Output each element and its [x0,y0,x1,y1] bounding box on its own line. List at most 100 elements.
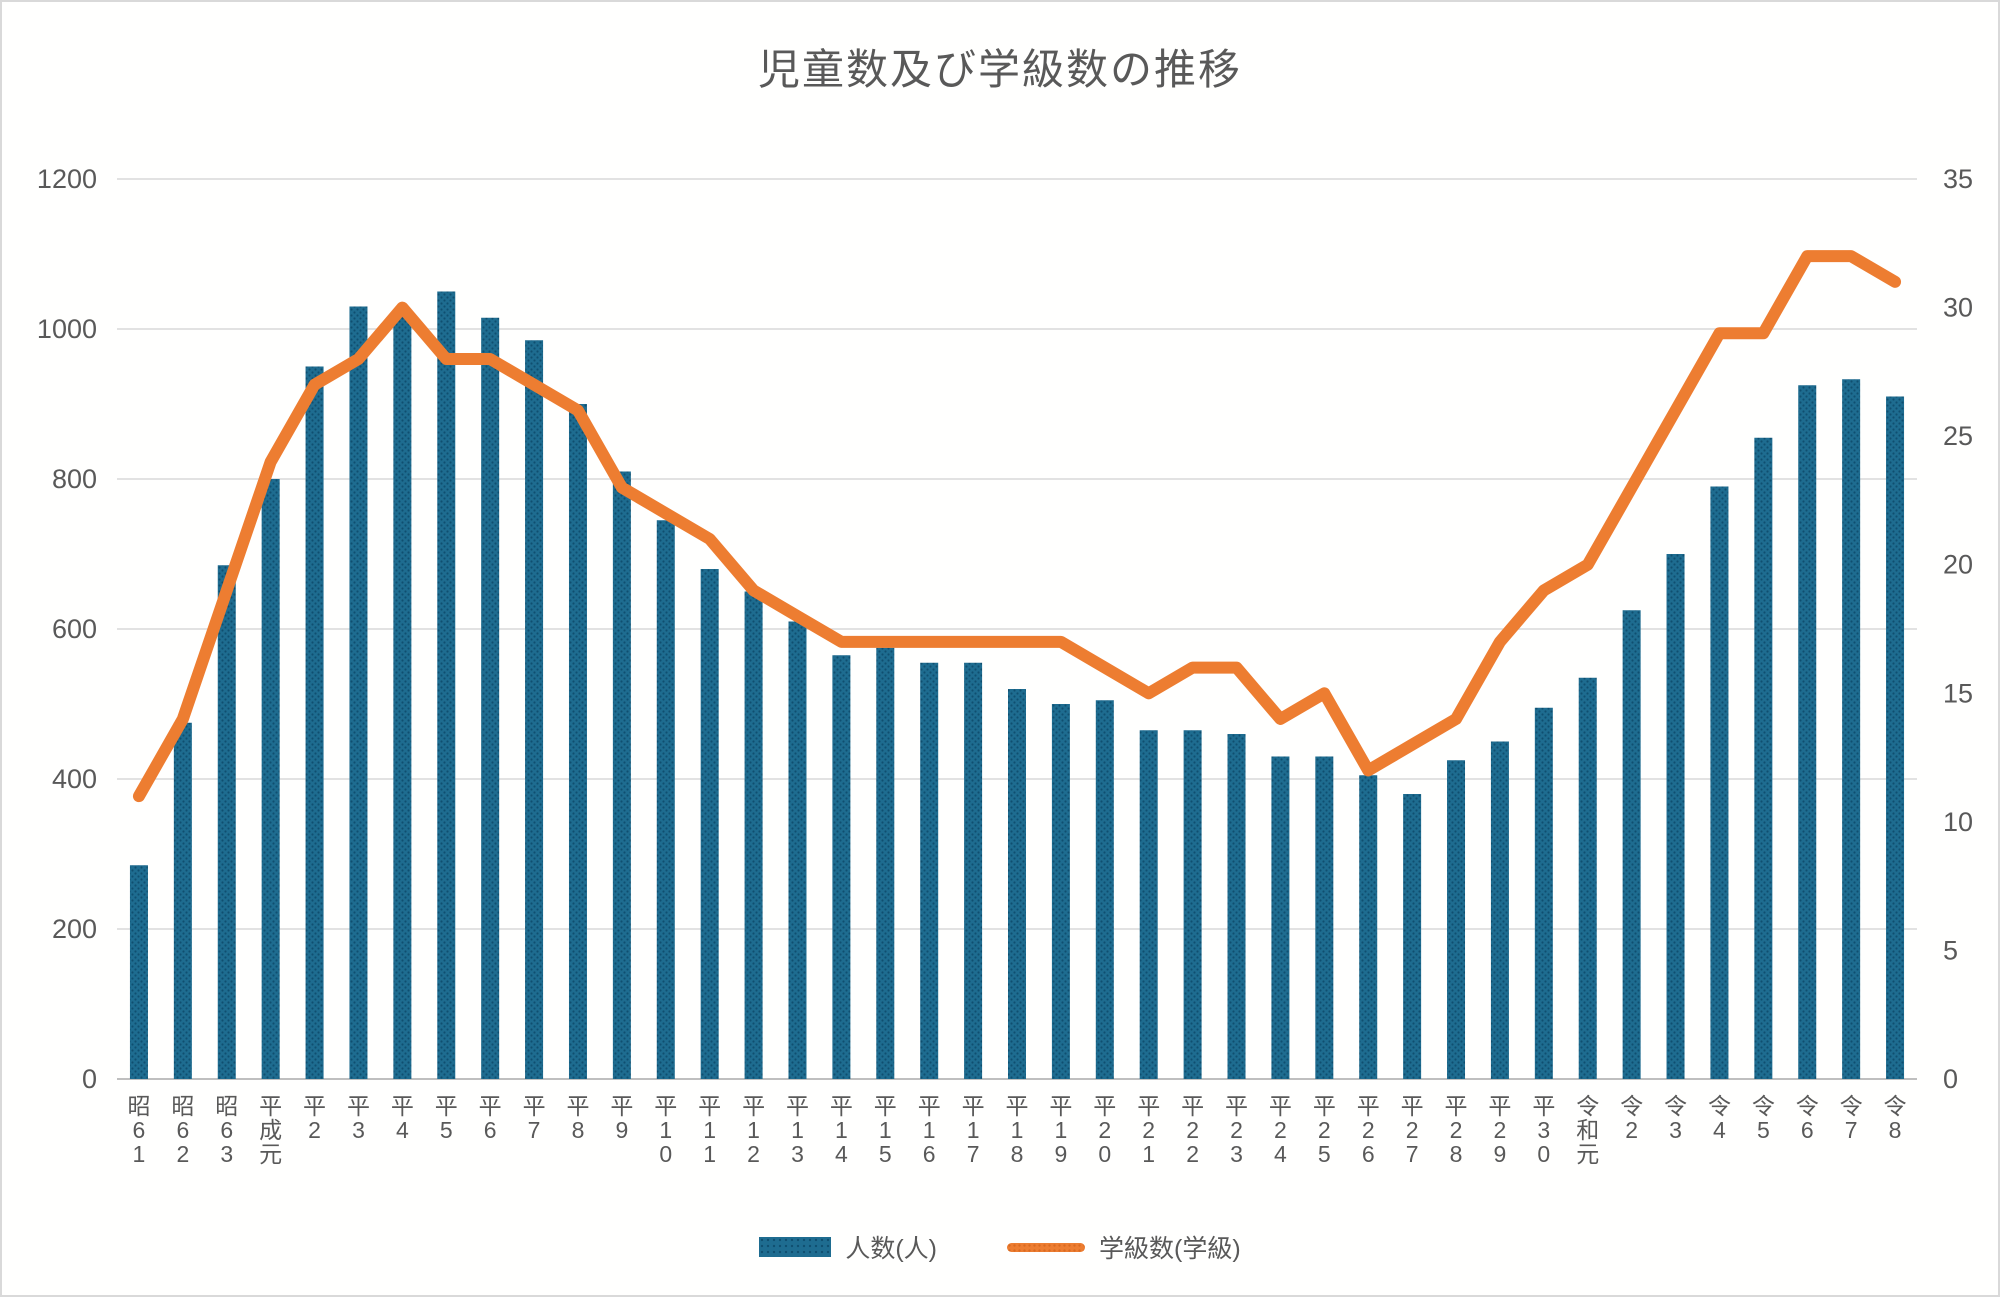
chart-title: 児童数及び学級数の推移 [757,46,1242,93]
x-axis-label-令和元: 令和元 [1576,1093,1599,1167]
bar-平6 [481,317,500,1079]
bar-平25 [1315,756,1334,1079]
bar-平21 [1139,730,1158,1079]
bar-平12 [744,591,763,1079]
legend-item-bar-series: 人数(人) [759,1229,937,1265]
left-axis-tick-label: 1200 [37,164,97,194]
left-axis-tick-label: 800 [52,464,97,494]
bar-平11 [700,569,719,1079]
bar-平10 [656,520,675,1079]
left-axis-tick-label: 200 [52,914,97,944]
left-axis-tick-label: 600 [52,614,97,644]
bar-平29 [1490,741,1509,1079]
right-axis-tick-label: 25 [1943,421,1973,451]
bar-平28 [1447,760,1466,1079]
right-axis-tick-label: 35 [1943,164,1973,194]
bar-平26 [1359,775,1378,1079]
bar-平17 [964,662,983,1079]
bar-平成元 [261,479,280,1079]
line-series-path [132,250,1902,803]
bar-昭61 [129,865,148,1079]
right-axis-tick-label: 5 [1943,935,1958,965]
bar-令和元 [1578,677,1597,1079]
bar-平30 [1534,707,1553,1079]
bar-昭62 [173,722,192,1079]
bar-平4 [393,314,412,1079]
bar-平8 [568,404,587,1079]
bar-平22 [1183,730,1202,1079]
bar-平20 [1095,700,1114,1079]
bar-平7 [525,340,544,1079]
bar-令6 [1798,385,1817,1079]
bar-平15 [876,647,895,1079]
right-axis-tick-label: 15 [1943,678,1973,708]
line-series-swatch-icon [1007,1242,1085,1252]
legend-label-line-series: 学級数(学級) [1099,1235,1241,1263]
bar-平27 [1403,794,1422,1079]
x-axis-label-平成元: 平成元 [259,1093,282,1167]
bar-平5 [437,291,456,1079]
bar-平16 [920,662,939,1079]
bar-令7 [1842,379,1861,1079]
bar-令5 [1754,437,1773,1079]
bar-令2 [1622,610,1641,1079]
bar-平23 [1227,734,1246,1079]
left-axis-tick-label: 1000 [37,314,97,344]
left-axis-tick-label: 0 [82,1064,97,1094]
right-axis-tick-label: 30 [1943,293,1973,323]
bar-平2 [305,366,324,1079]
right-axis-tick-label: 20 [1943,550,1973,580]
right-axis-tick-label: 0 [1943,1064,1958,1094]
bar-平14 [832,655,851,1079]
legend-label-bar-series: 人数(人) [845,1235,937,1263]
bar-令4 [1710,486,1729,1079]
bar-series-swatch-icon [759,1237,832,1257]
left-axis-tick-label: 400 [52,764,97,794]
bar-令3 [1666,554,1685,1079]
bar-昭63 [217,565,236,1079]
bar-平13 [788,621,807,1079]
bar-平9 [612,471,631,1079]
right-axis-tick-label: 10 [1943,807,1973,837]
bar-平18 [1008,689,1026,1079]
legend-item-line-series: 学級数(学級) [1007,1229,1241,1265]
bar-平3 [349,306,368,1079]
